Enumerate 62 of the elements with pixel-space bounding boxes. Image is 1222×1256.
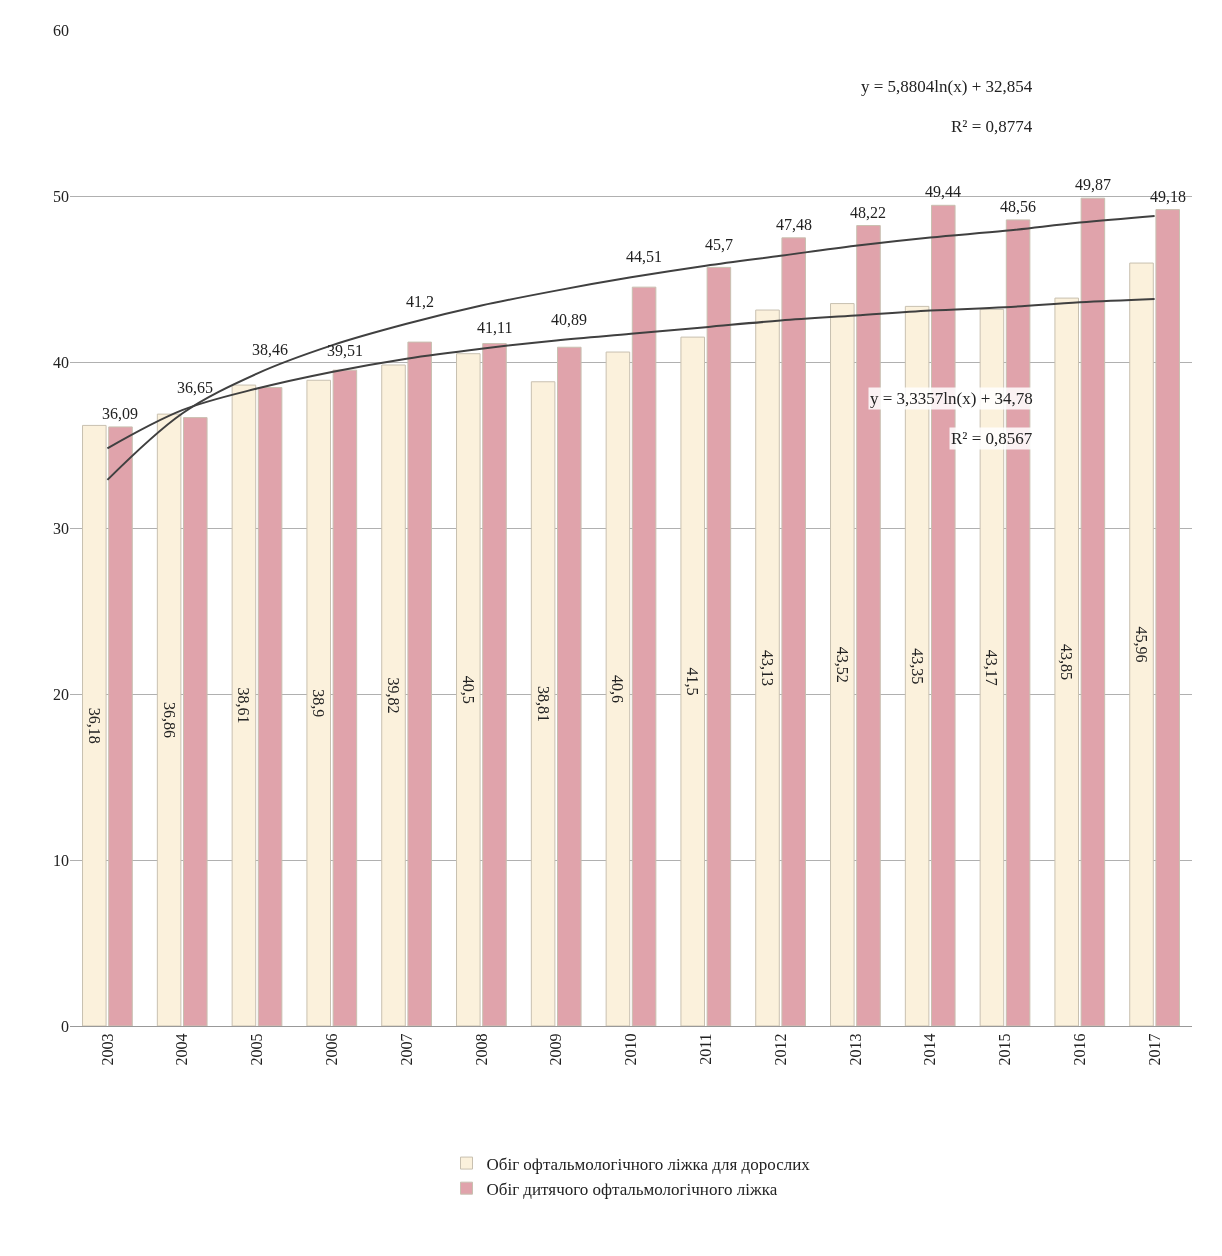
x-tick-label: 2003 <box>98 1033 116 1066</box>
data-label: 49,87 <box>1075 176 1111 193</box>
x-tick-label: 2014 <box>921 1033 939 1066</box>
x-tick-label: 2008 <box>472 1033 490 1066</box>
data-label: 43,52 <box>833 646 851 683</box>
data-label: 40,6 <box>609 675 627 704</box>
x-tick-label: 2016 <box>1071 1033 1088 1066</box>
x-tick-label: 2011 <box>697 1033 714 1065</box>
x-tick-label: 2004 <box>173 1033 191 1066</box>
x-tick-label: 2006 <box>323 1033 340 1066</box>
annotation: y = 3,3357ln(x) + 34,78 <box>870 389 1033 408</box>
x-tick-label: 2017 <box>1145 1033 1163 1066</box>
x-tick-label: 2007 <box>397 1033 415 1066</box>
data-label: 45,7 <box>705 236 733 253</box>
bar <box>605 351 631 1026</box>
x-tick-label: 2012 <box>771 1033 789 1066</box>
data-label: 36,65 <box>177 379 213 396</box>
data-label: 49,44 <box>925 183 961 200</box>
data-label: 39,51 <box>327 342 363 359</box>
y-tick-label: 50 <box>53 187 69 205</box>
data-label: 38,9 <box>310 689 328 718</box>
y-tick-label: 10 <box>53 851 69 869</box>
y-tick-label: 60 <box>53 21 69 39</box>
x-tick-label: 2005 <box>248 1033 266 1066</box>
data-label: 45,96 <box>1133 626 1151 663</box>
data-label: 44,51 <box>626 248 662 265</box>
data-label: 43,85 <box>1058 644 1076 681</box>
data-label: 38,61 <box>235 687 253 724</box>
y-tick-label: 0 <box>61 1017 69 1035</box>
x-tick-label: 2010 <box>622 1033 640 1066</box>
bar <box>631 286 657 1026</box>
y-tick-label: 40 <box>53 353 69 371</box>
y-tick-label: 20 <box>53 685 69 703</box>
data-label: 36,18 <box>85 707 103 744</box>
data-label: 38,46 <box>252 341 288 358</box>
data-label: 48,22 <box>850 204 886 221</box>
data-label: 39,82 <box>385 677 403 714</box>
bar <box>257 387 283 1026</box>
data-label: 43,17 <box>983 649 1001 686</box>
annotation: R² = 0,8567 <box>951 429 1033 448</box>
data-label: 36,09 <box>102 405 138 422</box>
data-label: 41,5 <box>684 667 702 696</box>
legend-label: Обіг дитячого офтальмологічного ліжка <box>486 1179 778 1199</box>
data-label: 38,81 <box>534 685 552 722</box>
data-label: 40,89 <box>551 311 587 328</box>
legend-label: Обіг офтальмологічного ліжка для дорослих <box>486 1154 811 1174</box>
data-label: 43,35 <box>908 648 926 685</box>
data-label: 40,5 <box>459 675 477 704</box>
annotation: R² = 0,8774 <box>951 117 1033 136</box>
x-tick-label: 2013 <box>846 1033 864 1066</box>
data-label: 43,13 <box>759 650 777 687</box>
data-label: 48,56 <box>1000 198 1036 215</box>
data-label: 49,18 <box>1150 188 1186 205</box>
bar <box>231 384 257 1026</box>
data-label: 36,86 <box>160 702 178 739</box>
annotation: y = 5,8804ln(x) + 32,854 <box>861 77 1033 96</box>
x-tick-label: 2009 <box>547 1033 565 1066</box>
data-label: 41,2 <box>406 293 434 310</box>
x-tick-label: 2015 <box>996 1033 1014 1066</box>
data-label: 41,11 <box>477 319 513 336</box>
data-label: 47,48 <box>776 216 812 233</box>
y-tick-label: 30 <box>53 519 69 537</box>
